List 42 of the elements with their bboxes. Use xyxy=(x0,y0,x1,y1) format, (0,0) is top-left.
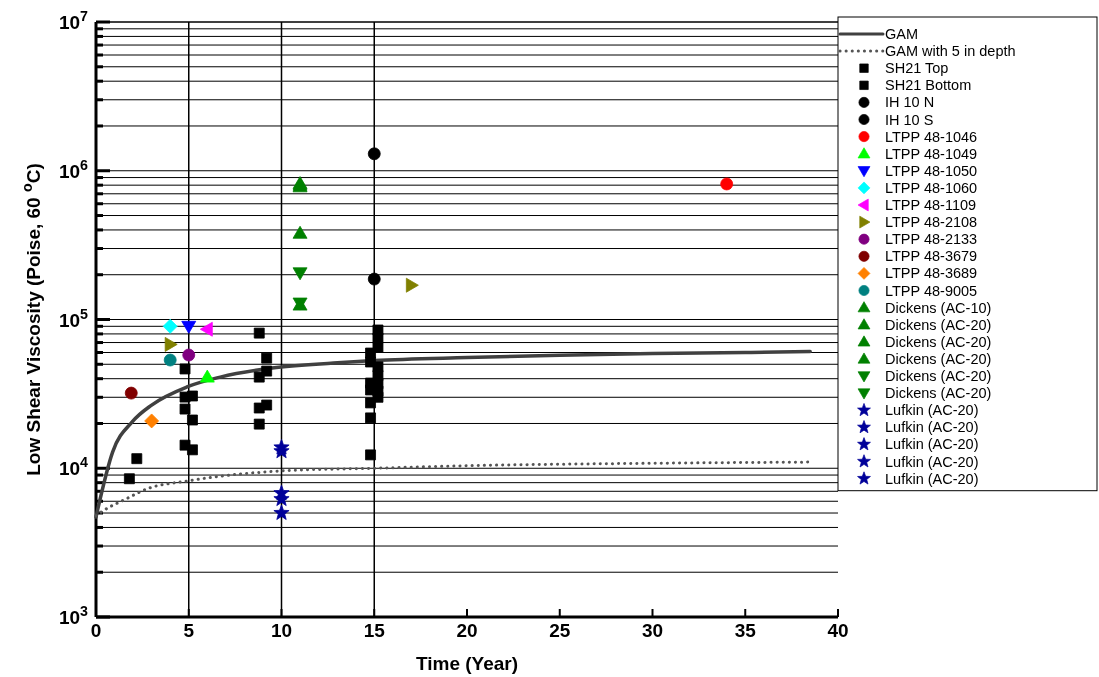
legend-label: LTPP 48-1049 xyxy=(885,145,978,162)
legend-label: Lufkin (AC-20) xyxy=(885,419,979,436)
legend-label: Dickens (AC-20) xyxy=(885,316,992,333)
legend-label: IH 10 S xyxy=(885,111,934,128)
legend-label: GAM xyxy=(885,26,919,42)
x-tick-label: 20 xyxy=(456,620,478,641)
x-tick-label: 15 xyxy=(363,620,386,641)
legend-label: LTPP 48-2133 xyxy=(885,231,978,248)
y-tick-label: 10$^{3}$ xyxy=(58,603,89,628)
x-axis-title: Time (Year) xyxy=(415,653,519,674)
legend-label: LTPP 48-1046 xyxy=(885,128,978,145)
legend-label: Dickens (AC-10) xyxy=(885,299,992,316)
legend-label: Dickens (AC-20) xyxy=(885,368,992,384)
legend-label: LTPP 48-3679 xyxy=(885,248,978,265)
legend-label: LTPP 48-2108 xyxy=(885,214,978,231)
x-tick-label: 5 xyxy=(183,620,195,641)
legend-label: Dickens (AC-20) xyxy=(885,350,992,367)
x-tick-label: 10 xyxy=(270,620,293,641)
x-tick-label: 25 xyxy=(549,620,571,641)
legend-label: Lufkin (AC-20) xyxy=(885,470,979,487)
legend-label: Dickens (AC-20) xyxy=(885,385,992,402)
x-tick-label: 35 xyxy=(734,620,757,641)
legend-label: Dickens (AC-20) xyxy=(885,333,992,350)
y-tick-label: 10$^{5}$ xyxy=(58,305,89,331)
legend-label: Lufkin (AC-20) xyxy=(885,402,979,419)
legend-label: Lufkin (AC-20) xyxy=(885,436,979,453)
legend-label: LTPP 48-1109 xyxy=(885,197,977,213)
x-tick-label: 40 xyxy=(827,620,849,641)
x-tick-label: 30 xyxy=(641,620,664,641)
legend-label: SH21 Top xyxy=(885,60,949,77)
legend-label: LTPP 48-1050 xyxy=(885,162,978,179)
y-tick-label: 10$^{4}$ xyxy=(58,454,89,480)
y-tick-label: 10$^{7}$ xyxy=(58,8,89,33)
legend-label: LTPP 48-9005 xyxy=(885,282,978,299)
legend-label: LTPP 48-3689 xyxy=(885,265,978,282)
legend-label: GAM with 5 in depth xyxy=(885,43,1016,60)
legend-label: Lufkin (AC-20) xyxy=(885,453,979,470)
legend-label: IH 10 N xyxy=(885,94,935,111)
legend-label: LTPP 48-1060 xyxy=(885,179,978,196)
y-tick-label: 10$^{6}$ xyxy=(58,156,89,182)
legend-label: SH21 Bottom xyxy=(885,77,972,94)
x-tick-label: 0 xyxy=(90,620,102,641)
